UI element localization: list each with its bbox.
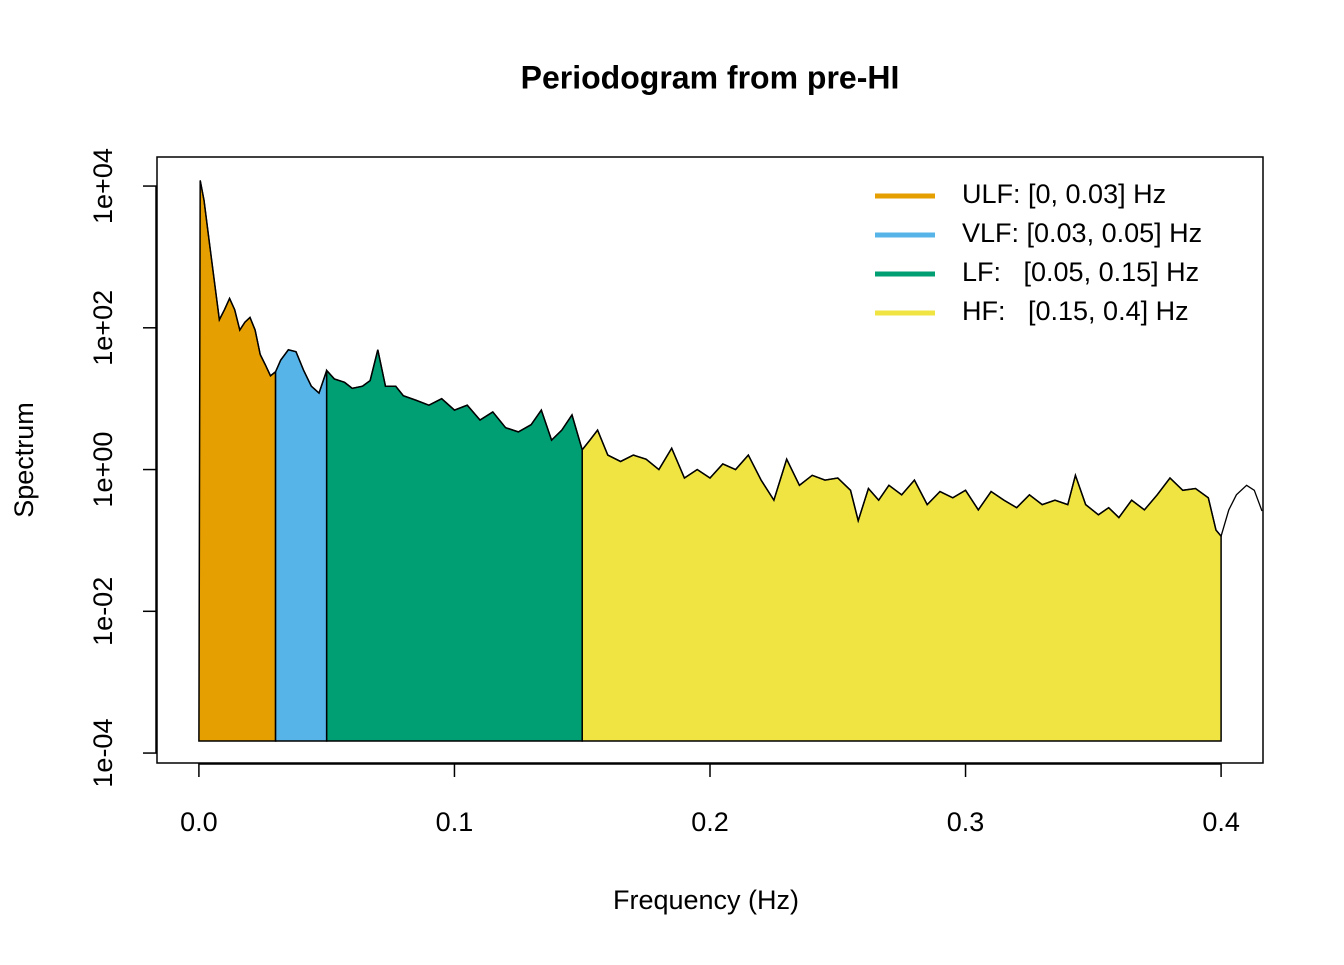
y-tick-label: 1e-02	[88, 577, 118, 646]
x-tick-label: 0.4	[1202, 807, 1240, 837]
y-tick-label: 1e+00	[88, 432, 118, 508]
legend-label: ULF: [0, 0.03] Hz	[962, 179, 1166, 209]
band-area	[274, 348, 328, 742]
plot-area	[198, 180, 1263, 742]
legend-label: HF: [0.15, 0.4] Hz	[962, 296, 1189, 326]
chart-title: Periodogram from pre-HI	[521, 59, 900, 95]
x-tick-label: 0.0	[180, 807, 218, 837]
y-tick-label: 1e+04	[88, 148, 118, 224]
y-tick-label: 1e+02	[88, 290, 118, 366]
band-area	[198, 180, 277, 742]
x-tick-label: 0.3	[947, 807, 985, 837]
y-axis-label: Spectrum	[9, 402, 39, 518]
x-tick-label: 0.2	[691, 807, 729, 837]
band-area	[581, 428, 1222, 742]
band-area	[325, 349, 583, 742]
legend-label: LF: [0.05, 0.15] Hz	[962, 257, 1199, 287]
legend-label: VLF: [0.03, 0.05] Hz	[962, 218, 1202, 248]
x-axis-label: Frequency (Hz)	[613, 885, 799, 915]
y-tick-label: 1e-04	[88, 719, 118, 788]
spectrum-line	[199, 180, 1263, 538]
x-tick-label: 0.1	[436, 807, 474, 837]
